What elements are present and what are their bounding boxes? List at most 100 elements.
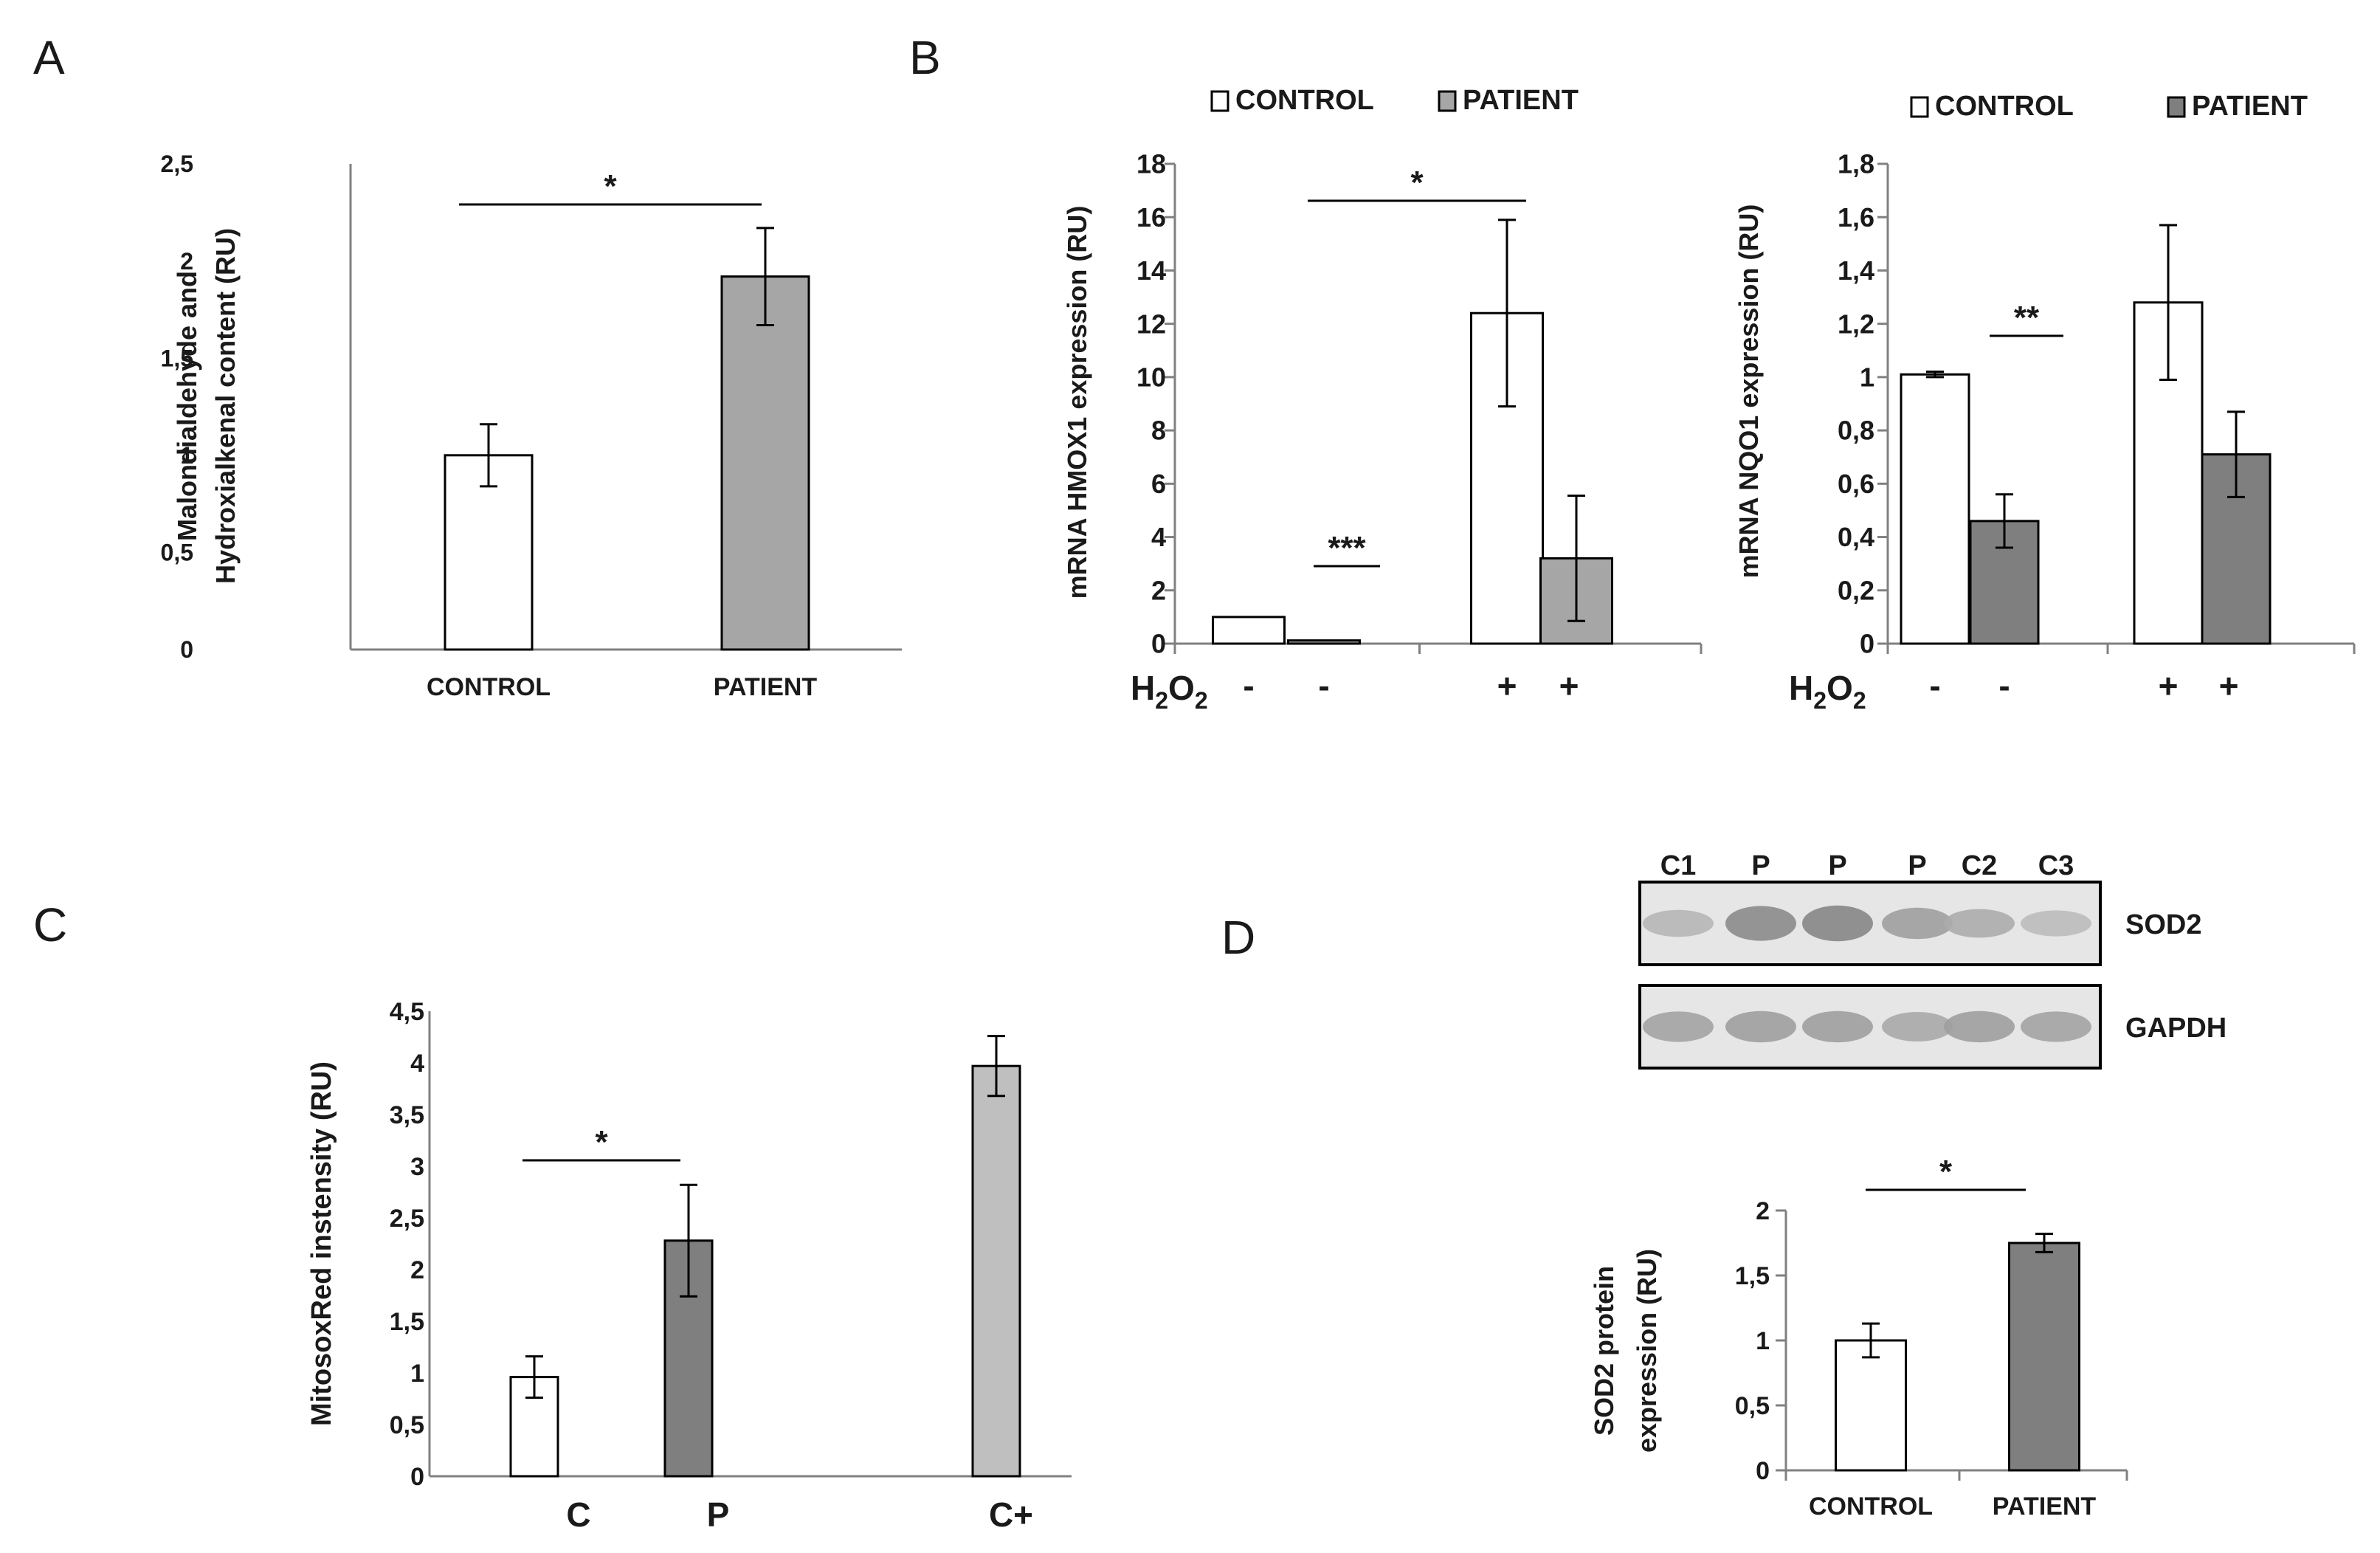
y-axis-label: mRNA HMOX1 expression (RU) bbox=[1062, 206, 1092, 599]
blot-band bbox=[1944, 909, 2015, 938]
blot-band bbox=[1882, 1012, 1953, 1041]
chart-c-mitosoxred: 0 0,5 1 1,5 2 2,5 3 3,5 4 4,5 C P C+ * MitosoxRed inst… bbox=[306, 998, 1072, 1534]
bar bbox=[2008, 1242, 2080, 1472]
y-tick-label: 1,5 bbox=[1735, 1262, 1770, 1290]
legend-swatch-control bbox=[1910, 96, 1929, 118]
bar bbox=[444, 454, 534, 651]
blot-band bbox=[2021, 910, 2091, 937]
significance-label: *** bbox=[1328, 530, 1366, 566]
blot-band bbox=[2021, 1011, 2091, 1042]
blot-lane-label: P bbox=[1751, 850, 1770, 881]
chart-d-sod2-protein: 0 0,5 1 1,5 2 CONTROL PATIENT * expression (RU) S… bbox=[1589, 1154, 2128, 1521]
legend-label-patient: PATIENT bbox=[1463, 85, 1579, 116]
y-tick-label: 0 bbox=[410, 1463, 424, 1491]
x-category-label: CONTROL bbox=[1809, 1492, 1933, 1521]
y-tick-label: 1,2 bbox=[1838, 309, 1874, 339]
y-tick-label: 2,5 bbox=[390, 1205, 424, 1233]
y-tick-label: 1 bbox=[410, 1360, 424, 1388]
x-category-label: CONTROL bbox=[427, 673, 551, 701]
significance-label: * bbox=[595, 1124, 608, 1160]
panel-label-c: C bbox=[33, 898, 67, 951]
y-axis-label: mRNA NQO1 expression (RU) bbox=[1734, 204, 1764, 579]
y-tick-label: 2 bbox=[180, 248, 193, 275]
blot-row-label: SOD2 bbox=[2125, 909, 2201, 940]
blot-lane-label: P bbox=[1908, 850, 1926, 881]
y-tick-label: 3,5 bbox=[390, 1101, 424, 1129]
western-blot: C1 P P P C2 C3 SOD2 GAPDH bbox=[1638, 850, 2226, 1070]
blot-lane-label: C1 bbox=[1660, 850, 1697, 881]
x-category-label: PATIENT bbox=[714, 673, 818, 701]
bar bbox=[1212, 616, 1286, 645]
y-tick-label: 0,6 bbox=[1838, 469, 1874, 499]
y-tick-label: 4,5 bbox=[390, 998, 424, 1026]
y-tick-label: 0 bbox=[1860, 629, 1874, 659]
y-axis-label: SOD2 protein bbox=[1589, 1266, 1619, 1436]
y-tick-label: 0,4 bbox=[1838, 522, 1874, 552]
legend-label-patient: PATIENT bbox=[2192, 91, 2308, 122]
blot-lane-label: C2 bbox=[1962, 850, 1998, 881]
y-axis-label: Hydroxialkenal content (RU) bbox=[210, 228, 241, 584]
significance-label: ** bbox=[2014, 300, 2040, 336]
legend-b-hmox1: CONTROL PATIENT bbox=[1210, 85, 1579, 116]
y-tick-label: 2 bbox=[1151, 575, 1166, 605]
blot-band bbox=[1725, 1010, 1796, 1043]
blot-band bbox=[1882, 907, 1953, 940]
chart-b-hmox1: 0 2 4 6 8 10 12 14 16 18 - - + + mRNA HMOX1 expression… bbox=[1062, 149, 1703, 705]
x-treatment-label: + bbox=[2159, 667, 2179, 705]
x-treatment-label: + bbox=[1497, 667, 1517, 705]
blot-band bbox=[1643, 1011, 1714, 1042]
x-category-label: C bbox=[566, 1495, 590, 1534]
y-tick-label: 2,5 bbox=[161, 151, 193, 177]
bar bbox=[1470, 311, 1544, 645]
y-tick-label: 0 bbox=[1756, 1457, 1770, 1485]
y-tick-label: 8 bbox=[1151, 416, 1166, 446]
blot-band bbox=[1944, 1010, 2015, 1043]
h2o2-label-hmox1: H2O2 bbox=[1131, 669, 1208, 714]
legend-label-control: CONTROL bbox=[1935, 91, 2074, 122]
y-tick-label: 0 bbox=[180, 636, 193, 663]
blot-row-label: GAPDH bbox=[2125, 1013, 2226, 1044]
blot-band bbox=[1643, 909, 1714, 937]
blot-lane-label: P bbox=[1828, 850, 1846, 881]
x-treatment-label: - bbox=[1243, 667, 1254, 705]
x-treatment-label: - bbox=[1929, 667, 1940, 705]
y-tick-label: 0,8 bbox=[1838, 416, 1874, 446]
legend-b-nqo1: CONTROL PATIENT bbox=[1910, 91, 2308, 122]
y-tick-label: 0,5 bbox=[161, 540, 193, 566]
y-tick-label: 4 bbox=[410, 1050, 424, 1078]
bar bbox=[720, 275, 810, 651]
y-tick-label: 1,8 bbox=[1838, 149, 1874, 179]
y-tick-label: 14 bbox=[1136, 255, 1166, 286]
y-tick-label: 3 bbox=[410, 1153, 424, 1181]
y-tick-label: 1,6 bbox=[1838, 202, 1874, 233]
x-treatment-label: - bbox=[1318, 667, 1329, 705]
chart-b-nqo1: 0 0,2 0,4 0,6 0,8 1 1,2 1,4 1,6 1,8 - - + + mRNA NQO1 … bbox=[1734, 149, 2356, 705]
x-category-label: P bbox=[707, 1495, 730, 1534]
y-axis-label: expression (RU) bbox=[1632, 1249, 1662, 1453]
y-tick-label: 10 bbox=[1136, 362, 1166, 392]
y-tick-label: 18 bbox=[1136, 149, 1166, 179]
y-tick-label: 6 bbox=[1151, 469, 1166, 499]
y-tick-label: 0,2 bbox=[1838, 575, 1874, 605]
blot-band bbox=[1725, 906, 1796, 941]
y-axis-label: Malondialdehyde and bbox=[172, 271, 202, 541]
y-tick-label: 1 bbox=[1860, 362, 1874, 392]
blot-band bbox=[1802, 1010, 1873, 1043]
x-treatment-label: + bbox=[2219, 667, 2239, 705]
y-tick-label: 12 bbox=[1136, 309, 1166, 339]
x-treatment-label: + bbox=[1559, 667, 1579, 705]
bar bbox=[1835, 1339, 1907, 1472]
bar bbox=[1287, 639, 1361, 645]
panel-label-a: A bbox=[33, 31, 65, 84]
significance-label: * bbox=[1410, 165, 1424, 201]
legend-label-control: CONTROL bbox=[1235, 85, 1374, 116]
y-tick-label: 0 bbox=[1151, 629, 1166, 659]
panel-label-b: B bbox=[909, 31, 941, 84]
y-tick-label: 1,4 bbox=[1838, 255, 1874, 286]
h2o2-label-nqo1: H2O2 bbox=[1789, 669, 1866, 714]
y-tick-label: 2 bbox=[1756, 1197, 1770, 1225]
y-tick-label: 1,5 bbox=[390, 1308, 424, 1336]
bar bbox=[1900, 373, 1970, 645]
x-category-label: C+ bbox=[989, 1495, 1033, 1534]
y-axis-label: MitosoxRed instensity (RU) bbox=[306, 1061, 337, 1426]
